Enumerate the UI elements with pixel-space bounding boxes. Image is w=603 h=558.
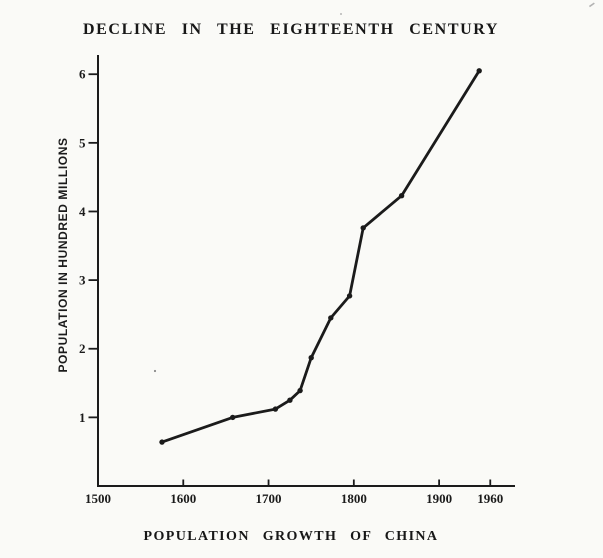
data-point xyxy=(346,293,353,299)
scan-speck xyxy=(340,13,342,15)
scan-speck xyxy=(588,2,595,8)
chart-caption: POPULATION GROWTH OF CHINA xyxy=(143,529,439,544)
data-point xyxy=(328,315,334,321)
data-point xyxy=(230,414,236,421)
data-point xyxy=(159,439,165,445)
x-tick-label: 1960 xyxy=(477,491,503,506)
x-tick-label: 1800 xyxy=(341,491,367,506)
x-tick-label: 1900 xyxy=(426,491,452,506)
data-point xyxy=(398,193,405,199)
data-point xyxy=(360,225,366,231)
x-tick-label: 1600 xyxy=(170,491,196,506)
y-tick-label: 4 xyxy=(79,204,86,219)
y-tick-label: 1 xyxy=(79,410,86,425)
scan-speck xyxy=(153,369,157,373)
x-tick-label: 1700 xyxy=(256,491,282,506)
data-point xyxy=(308,355,314,361)
y-tick-label: 3 xyxy=(79,273,86,288)
data-point xyxy=(287,397,293,403)
data-point xyxy=(476,68,482,74)
x-tick-label: 1500 xyxy=(85,491,111,506)
y-tick-label: 6 xyxy=(79,67,86,82)
y-axis-title: POPULATION IN HUNDRED MILLIONS xyxy=(56,137,70,372)
population-line xyxy=(160,69,481,444)
data-point xyxy=(272,406,279,412)
y-tick-label: 5 xyxy=(79,135,86,150)
chart-title: DECLINE IN THE EIGHTEENTH CENTURY xyxy=(82,21,500,38)
y-tick-label: 2 xyxy=(79,341,86,356)
data-point xyxy=(297,387,303,394)
